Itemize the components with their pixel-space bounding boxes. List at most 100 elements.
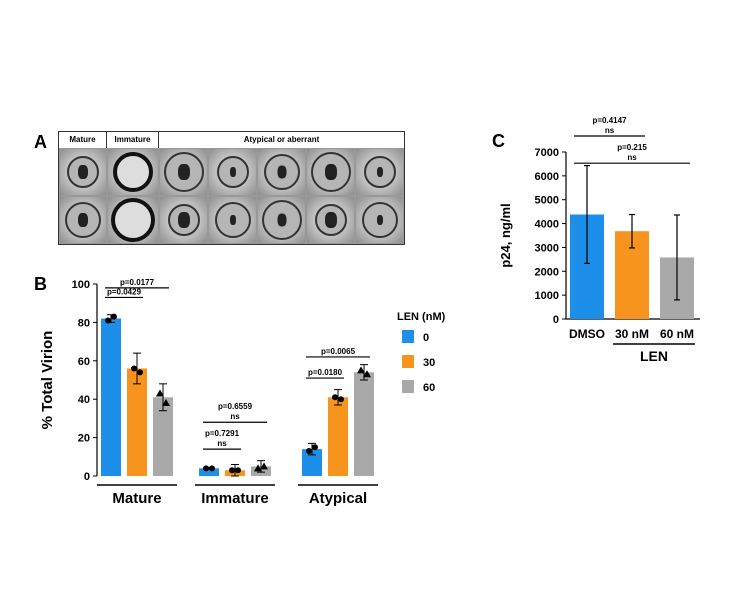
p-value-label: p=0.0429 bbox=[107, 287, 142, 296]
bar bbox=[354, 372, 374, 476]
virion-particle bbox=[310, 152, 351, 192]
panel-label-a: A bbox=[34, 132, 47, 152]
bar bbox=[101, 318, 121, 476]
p-value-label: p=0.7291 bbox=[205, 429, 240, 438]
y-axis-label: p24, ng/ml bbox=[498, 203, 513, 267]
y-tick-label: 4000 bbox=[535, 219, 559, 231]
virion-core bbox=[177, 212, 190, 228]
virion-core bbox=[277, 213, 286, 227]
legend-label: 0 bbox=[423, 332, 429, 344]
virion-core bbox=[229, 167, 236, 177]
y-tick-label: 3000 bbox=[535, 242, 559, 254]
virion-particle bbox=[363, 156, 396, 188]
category-label: 60 nM bbox=[660, 327, 694, 341]
y-tick-label: 20 bbox=[78, 433, 90, 445]
category-label: 30 nM bbox=[615, 327, 649, 341]
micrograph-header-atypical: Atypical or aberrant bbox=[243, 135, 320, 144]
micrograph-cell bbox=[257, 196, 306, 244]
legend-swatch bbox=[402, 330, 414, 343]
data-point bbox=[156, 389, 164, 397]
y-tick-label: 80 bbox=[78, 317, 90, 329]
micrograph-cell bbox=[257, 148, 306, 196]
category-label: DMSO bbox=[569, 327, 605, 341]
category-label: Immature bbox=[201, 490, 269, 507]
micrograph-header-mature: Mature bbox=[59, 132, 107, 148]
y-axis-label: % Total Virion bbox=[39, 331, 56, 430]
bar bbox=[199, 468, 219, 476]
virion-core bbox=[78, 165, 88, 179]
data-point bbox=[260, 462, 268, 470]
virion-particle bbox=[65, 202, 101, 238]
micrograph-cell bbox=[208, 196, 257, 244]
micrograph-cell bbox=[159, 196, 208, 244]
p-value-label: p=0.0177 bbox=[120, 278, 155, 287]
data-point bbox=[209, 465, 215, 472]
micrograph-cell bbox=[306, 196, 355, 244]
p-value-label: p=0.4147 bbox=[592, 116, 627, 125]
data-point bbox=[254, 464, 262, 472]
micrograph-cell bbox=[107, 196, 159, 244]
micrograph-cell bbox=[306, 148, 355, 196]
data-point bbox=[332, 394, 338, 401]
bar bbox=[153, 397, 173, 476]
panel-label-b: B bbox=[34, 274, 47, 294]
p-value-label: p=0.0065 bbox=[321, 347, 356, 356]
ns-label: ns bbox=[627, 153, 637, 162]
y-tick-label: 0 bbox=[553, 314, 559, 326]
data-point bbox=[235, 467, 241, 474]
y-tick-label: 60 bbox=[78, 356, 90, 368]
y-tick-label: 6000 bbox=[535, 171, 559, 183]
group-label: LEN bbox=[640, 348, 668, 364]
y-tick-label: 2000 bbox=[535, 266, 559, 278]
virion-core bbox=[229, 215, 236, 225]
data-point bbox=[131, 365, 137, 372]
panel-label-c: C bbox=[492, 131, 505, 151]
virion-particle bbox=[167, 204, 200, 236]
data-point bbox=[338, 396, 344, 403]
virion-core bbox=[376, 167, 383, 177]
ns-label: ns bbox=[605, 126, 615, 135]
data-point bbox=[203, 465, 209, 472]
data-point bbox=[105, 317, 111, 324]
data-point bbox=[137, 369, 143, 376]
ns-label: ns bbox=[230, 412, 240, 421]
virion-core bbox=[324, 212, 337, 228]
y-tick-label: 1000 bbox=[535, 290, 559, 302]
micrograph-cell bbox=[355, 148, 404, 196]
category-label: Mature bbox=[112, 490, 161, 507]
bar bbox=[127, 368, 147, 476]
bar bbox=[328, 397, 348, 476]
virion-particle bbox=[216, 156, 249, 188]
virion-particle bbox=[263, 154, 300, 190]
virion-core bbox=[324, 164, 337, 180]
data-point bbox=[363, 370, 371, 378]
virion-particle bbox=[214, 202, 251, 238]
virion-core bbox=[177, 164, 190, 180]
category-label: Atypical bbox=[309, 490, 367, 507]
virion-particle bbox=[113, 152, 153, 192]
virion-core bbox=[78, 213, 88, 227]
micrograph-cell bbox=[59, 196, 107, 244]
virion-core bbox=[277, 165, 286, 179]
legend-title: LEN (nM) bbox=[397, 311, 446, 323]
virion-particle bbox=[314, 204, 347, 236]
virion-particle bbox=[163, 152, 204, 192]
legend-label: 60 bbox=[423, 382, 435, 394]
ns-label: ns bbox=[217, 439, 227, 448]
virion-particle bbox=[67, 156, 99, 188]
micrograph-cell bbox=[355, 196, 404, 244]
data-point bbox=[229, 467, 235, 474]
y-tick-label: 7000 bbox=[535, 147, 559, 159]
virion-particle bbox=[361, 202, 398, 238]
data-point bbox=[312, 444, 318, 451]
virion-particle bbox=[261, 200, 302, 240]
micrograph-cell bbox=[107, 148, 159, 196]
bar bbox=[302, 449, 322, 476]
y-tick-label: 100 bbox=[72, 279, 90, 291]
p-value-label: p=0.215 bbox=[617, 143, 647, 152]
legend-label: 30 bbox=[423, 357, 435, 369]
virion-core bbox=[376, 215, 383, 225]
micrograph-cell bbox=[59, 148, 107, 196]
micrograph-grid: Mature Immature Atypical or aberrant bbox=[58, 131, 405, 245]
